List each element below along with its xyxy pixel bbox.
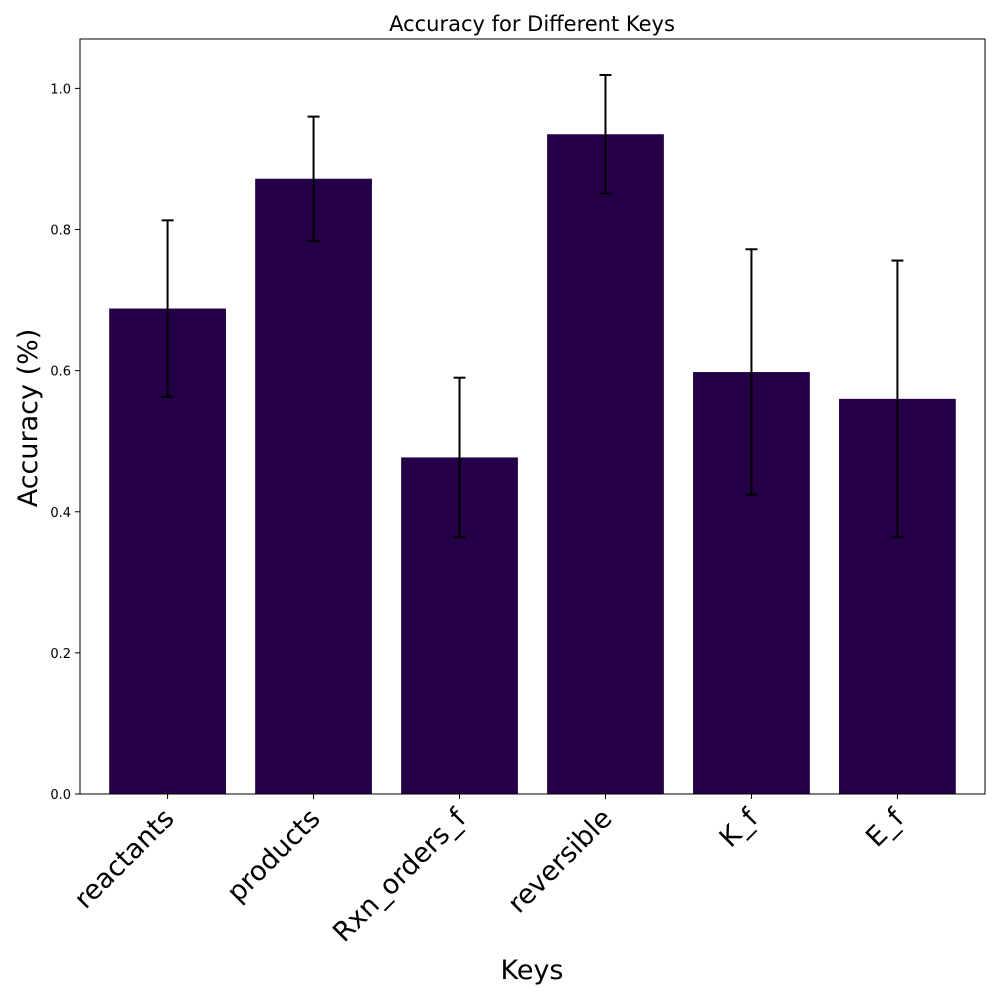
x-axis: reactants products Rxn_orders_f reversible K… bbox=[69, 794, 911, 948]
plot-area-frame bbox=[79, 38, 986, 795]
bar-reversible bbox=[547, 134, 664, 794]
y-axis: 0.0 0.2 0.4 0.6 0.8 1.0 bbox=[50, 82, 80, 803]
x-tick-label: reactants bbox=[69, 803, 181, 915]
x-tick-label: K_f bbox=[714, 802, 766, 854]
y-tick-label: 0.2 bbox=[50, 647, 71, 662]
error-bars-layer bbox=[161, 73, 904, 539]
x-tick-label: Rxn_orders_f bbox=[327, 802, 473, 948]
y-tick-label: 0.8 bbox=[50, 224, 71, 239]
x-axis-label: Keys bbox=[500, 955, 563, 986]
bar-products bbox=[255, 178, 372, 795]
y-tick-label: 0.6 bbox=[50, 365, 71, 380]
y-tick-label: 0.4 bbox=[50, 506, 71, 521]
x-tick-label: E_f bbox=[860, 802, 911, 853]
y-tick-label: 1.0 bbox=[50, 82, 71, 97]
y-axis-label: Accuracy (%) bbox=[13, 329, 44, 508]
x-tick-label: reversible bbox=[502, 803, 618, 919]
chart-title: Accuracy for Different Keys bbox=[389, 12, 675, 36]
y-tick-label: 0.0 bbox=[50, 788, 71, 803]
x-tick-label: products bbox=[221, 803, 326, 908]
bars-layer bbox=[109, 134, 956, 795]
